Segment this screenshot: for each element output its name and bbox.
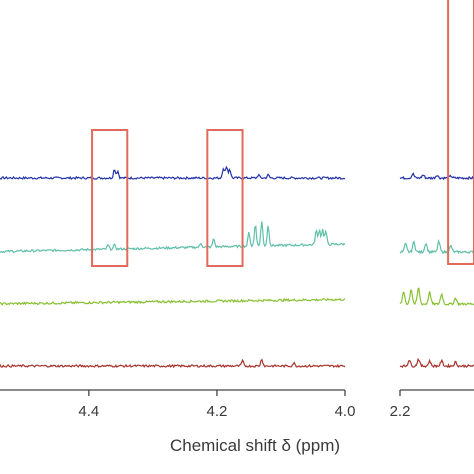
highlight-box-left-1: [91, 129, 129, 267]
highlight-box-right-1: [447, 0, 474, 265]
x-tick-label-left-0: 4.4: [78, 403, 99, 420]
spectrum-trace-4-right: [399, 357, 474, 369]
spectrum-trace-4-left: [0, 358, 346, 369]
x-tick-label-left-2: 4.0: [335, 403, 356, 420]
highlight-box-left-2: [206, 129, 244, 267]
spectra-traces: [0, 165, 474, 369]
spectrum-trace-3-left: [0, 297, 346, 306]
x-tick-label-right-0: 2.2: [390, 403, 411, 420]
spectrum-trace-2-right: [399, 238, 474, 255]
spectrum-trace-1-right: [399, 172, 474, 181]
spectrum-trace-1-left: [0, 165, 346, 181]
x-axis-title: Chemical shift δ (ppm): [170, 436, 340, 455]
highlight-boxes: [91, 0, 474, 267]
x-axis: 4.4 4.2 4.0 2.2: [0, 389, 474, 420]
x-tick-label-left-1: 4.2: [207, 403, 228, 420]
spectrum-trace-2-left: [0, 221, 346, 254]
spectrum-trace-3-right: [399, 287, 474, 307]
